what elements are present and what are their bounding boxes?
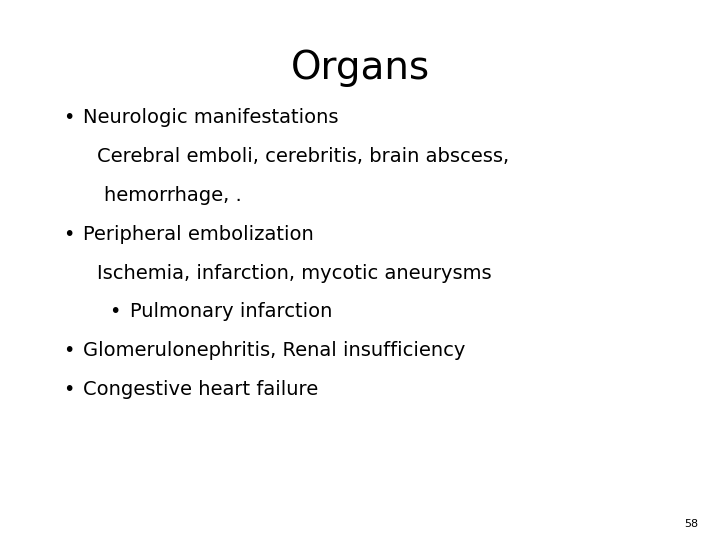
Text: 58: 58 [684,519,698,529]
Text: •: • [63,341,74,360]
Text: •: • [109,302,121,321]
Text: hemorrhage, .: hemorrhage, . [104,186,242,205]
Text: Organs: Organs [290,49,430,86]
Text: Neurologic manifestations: Neurologic manifestations [83,108,338,127]
Text: •: • [63,108,74,127]
Text: Cerebral emboli, cerebritis, brain abscess,: Cerebral emboli, cerebritis, brain absce… [97,147,509,166]
Text: Peripheral embolization: Peripheral embolization [83,225,313,244]
Text: Congestive heart failure: Congestive heart failure [83,380,318,399]
Text: Glomerulonephritis, Renal insufficiency: Glomerulonephritis, Renal insufficiency [83,341,465,360]
Text: •: • [63,380,74,399]
Text: •: • [63,225,74,244]
Text: Ischemia, infarction, mycotic aneurysms: Ischemia, infarction, mycotic aneurysms [97,264,492,282]
Text: Pulmonary infarction: Pulmonary infarction [130,302,332,321]
